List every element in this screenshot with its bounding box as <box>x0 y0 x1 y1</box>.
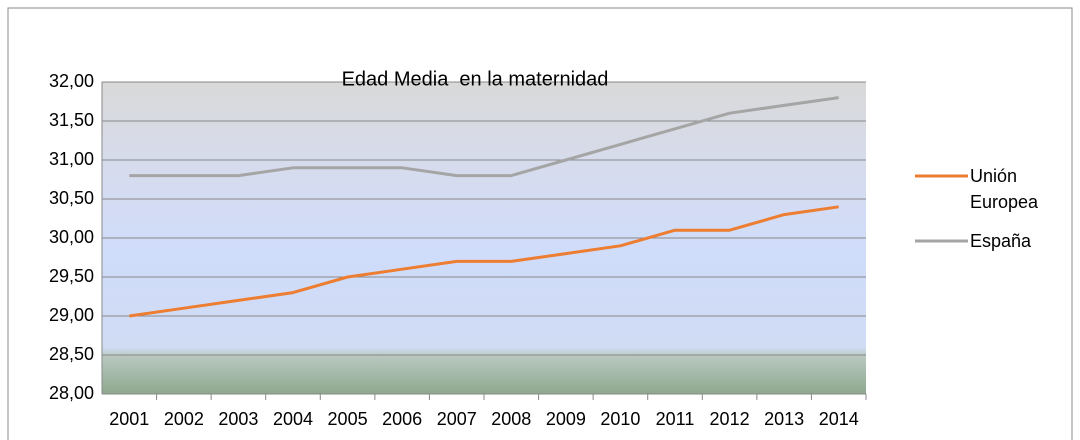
series-line <box>129 205 839 318</box>
legend-label: Unión Europea <box>970 166 1039 212</box>
y-tick-label: 30,50 <box>49 188 94 208</box>
y-tick-label: 28,00 <box>49 383 94 403</box>
x-tick-label: 2014 <box>819 409 859 429</box>
x-tick-label: 2013 <box>764 409 804 429</box>
x-tick-label: 2002 <box>164 409 204 429</box>
x-tick-label: 2011 <box>656 409 695 429</box>
chart-title: Edad Media en la maternidad <box>342 68 609 90</box>
x-tick-label: 2007 <box>437 409 477 429</box>
x-tick-label: 2003 <box>218 409 258 429</box>
y-tick-label: 32,00 <box>49 71 94 91</box>
y-tick-label: 31,50 <box>49 110 94 130</box>
y-tick-label: 29,50 <box>49 266 94 286</box>
x-tick-label: 2010 <box>600 409 640 429</box>
legend-label: España <box>970 231 1032 251</box>
x-tick-label: 2006 <box>382 409 422 429</box>
x-tick-label: 2012 <box>710 409 750 429</box>
x-tick-label: 2005 <box>328 409 368 429</box>
x-tick-label: 2008 <box>491 409 531 429</box>
y-tick-label: 31,00 <box>49 149 94 169</box>
x-tick-label: 2009 <box>546 409 586 429</box>
chart-border <box>7 7 1073 440</box>
y-tick-label: 30,00 <box>49 227 94 247</box>
x-tick-label: 2001 <box>109 409 149 429</box>
y-tick-label: 29,00 <box>49 305 94 325</box>
x-tick-label: 2004 <box>273 409 313 429</box>
y-tick-label: 28,50 <box>49 344 94 364</box>
series-line <box>129 96 839 178</box>
